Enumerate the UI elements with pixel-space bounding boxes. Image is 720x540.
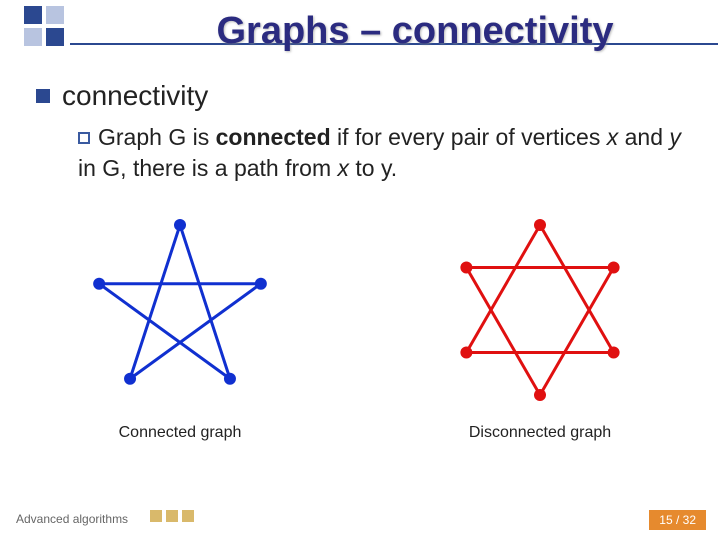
def-var-x2: x [338, 155, 350, 181]
def-bold: connected [216, 124, 331, 150]
def-var-x: x [607, 124, 619, 150]
hexagram-diagram [430, 210, 650, 410]
bullet-level1: connectivity [36, 80, 690, 112]
disconnected-graph-column: Disconnected graph [430, 210, 650, 442]
graphs-row: Connected graph Disconnected graph [0, 210, 720, 442]
footer-text: Advanced algorithms [16, 512, 128, 526]
def-seg: if for every pair of vertices [331, 124, 607, 150]
body: connectivity Graph G is connected if for… [30, 80, 690, 184]
disconnected-caption: Disconnected graph [469, 424, 611, 442]
def-seg: Graph G is [98, 124, 216, 150]
def-var-y: y [669, 124, 681, 150]
def-seg: to y. [349, 155, 397, 181]
pentagram-diagram [70, 210, 290, 410]
footer-decoration [150, 506, 210, 526]
bullet-level2: Graph G is connected if for every pair o… [78, 122, 690, 184]
bullet-text: connectivity [62, 80, 208, 112]
def-seg: in G, there is a path from [78, 155, 338, 181]
page-number-badge: 15 / 32 [649, 510, 706, 530]
square-bullet-icon [36, 89, 50, 103]
def-seg: and [618, 124, 669, 150]
slide-title: Graphs – connectivity [130, 10, 700, 53]
hollow-square-bullet-icon [78, 132, 90, 144]
connected-caption: Connected graph [119, 424, 242, 442]
connected-graph-column: Connected graph [70, 210, 290, 442]
